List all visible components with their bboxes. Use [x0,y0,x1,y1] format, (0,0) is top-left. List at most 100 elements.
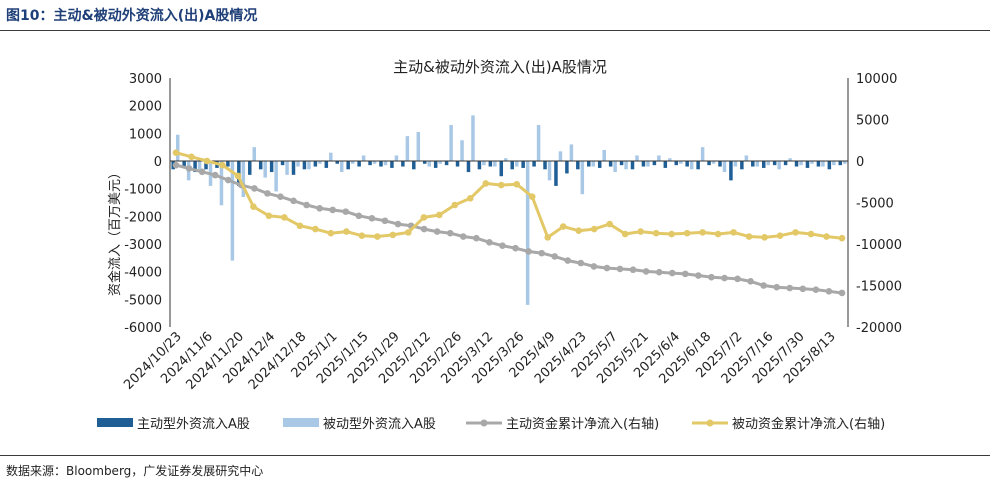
active-bar [422,161,427,164]
active-bar [335,161,339,164]
active-cumulative-point [329,206,337,214]
passive-bar [427,161,431,167]
active-cumulative-point [433,228,441,235]
active-cumulative-point [211,171,219,179]
passive-cumulative-point [714,230,722,238]
active-bar [608,161,613,167]
active-bar [827,161,832,170]
active-cumulative-point [773,283,781,291]
active-cumulative-point [564,257,572,264]
active-bar [838,161,843,166]
passive-cumulative-point [374,233,381,240]
active-bar [597,161,602,168]
active-cumulative-point [290,197,297,205]
passive-cumulative-point [838,234,846,242]
passive-cumulative-point [528,193,536,200]
active-cumulative-point [668,269,676,277]
passive-bar [547,161,552,181]
x-tick-labels: 2024/10/232024/11/62024/11/202024/12/420… [121,329,839,393]
passive-cumulative-point [497,181,505,189]
passive-cumulative-point [219,161,226,169]
active-bar [751,161,755,167]
active-cumulative-point [760,282,767,289]
passive-bar [777,161,781,170]
active-cumulative-point [642,268,650,275]
active-bar [718,161,722,167]
passive-bar [514,161,519,167]
active-cumulative-point [185,165,193,172]
passive-cumulative-point [327,229,335,237]
figure-title: 图10：主动&被动外资流入(出)A股情况 [6,8,258,24]
active-bar [674,161,678,166]
chart: 主动&被动外资流入(出)A股情况 2024/10/232024/11/62024… [97,58,902,432]
passive-bar [296,161,300,167]
passive-bar [668,158,672,161]
passive-bar [329,152,333,161]
active-cumulative-point [799,285,807,293]
active-bar [226,161,230,167]
passive-cumulative-point [312,225,319,233]
passive-bar [340,161,344,173]
active-bar [324,161,329,168]
passive-bar [700,147,705,161]
passive-bar [197,161,202,170]
left-tick-labels: 3000 2000 1000 0 -1000 -2000 -3000 -4000 -5000 -6… [124,72,162,336]
passive-bar [602,149,606,161]
right-tick-label: -15000 [856,280,902,295]
passive-cumulative-point [420,214,428,221]
left-tick-label: -2000 [124,210,162,225]
active-bar [401,161,405,167]
chart-title: 主动&被动外资流入(出)A股情况 [393,58,607,76]
active-bar [554,161,558,186]
active-bar [805,161,810,168]
passive-cumulative-point [451,201,459,209]
passive-bar [788,158,792,161]
active-bar [412,161,416,170]
active-bar [630,161,635,170]
legend-marker [706,419,714,427]
active-bar [696,161,700,170]
passive-cumulative-point [482,180,490,187]
legend-swatch [97,418,133,427]
active-bar [204,161,208,170]
active-cumulative-point [708,273,715,281]
passive-bar [744,155,749,161]
active-cumulative-point [551,253,559,260]
active-cumulative-point [251,185,258,192]
active-bar [455,161,460,167]
passive-bar [613,161,617,173]
active-cumulative-point [342,208,350,215]
active-bars [171,161,843,186]
passive-bar [285,161,289,175]
top-rule [0,30,990,31]
active-bar [576,161,580,170]
passive-bar [274,161,278,192]
active-cumulative-point [681,270,689,278]
active-bar [433,161,438,168]
left-tick-label: 0 [154,155,162,170]
passive-cumulative-point [761,234,768,241]
active-bar [488,161,493,167]
legend-label: 被动资金累计净流入(右轴) [732,416,885,432]
passive-bar [536,125,541,161]
active-cumulative-point [603,264,611,272]
passive-bar [219,161,224,206]
passive-bar [624,161,628,170]
left-tick-label: -6000 [124,321,162,336]
passive-cumulative-point [652,229,660,237]
passive-bar [635,155,639,161]
active-bar [499,161,504,177]
passive-bar [482,161,486,166]
passive-bars [175,115,847,305]
left-tick-label: 2000 [129,100,162,115]
passive-cumulative-point [606,220,613,228]
passive-cumulative-point [188,153,195,161]
legend-marker [480,419,488,427]
passive-cumulative-point [203,157,211,165]
active-bar [346,161,350,170]
passive-cumulative-point [172,149,180,156]
passive-bar [252,147,257,161]
active-bar [379,161,383,167]
active-cumulative-point [812,286,820,293]
passive-bar [711,161,716,164]
